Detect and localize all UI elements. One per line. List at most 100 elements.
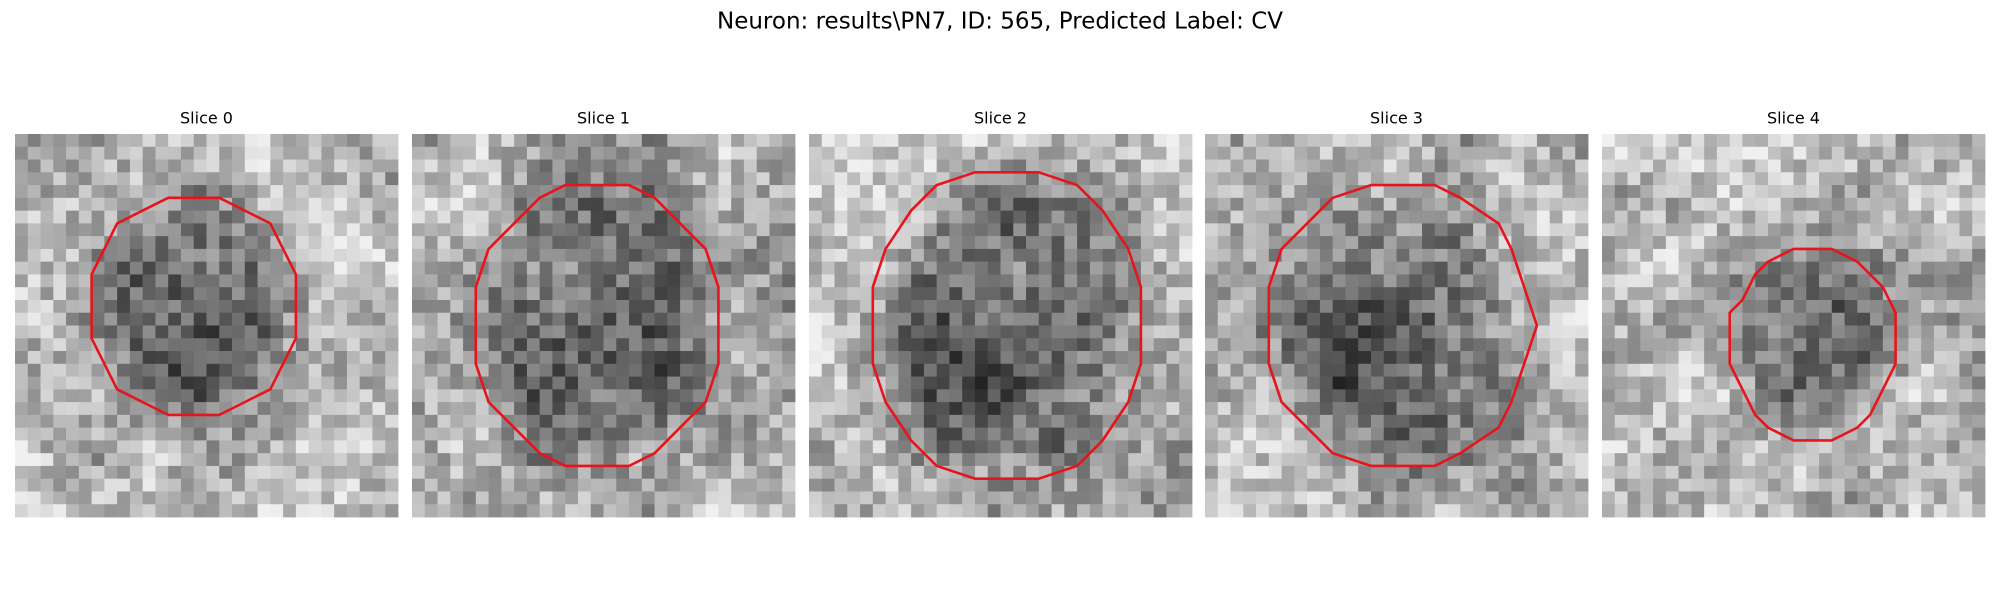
pixel xyxy=(1653,312,1667,326)
pixel xyxy=(1051,325,1065,339)
pixel xyxy=(514,402,528,416)
pixel xyxy=(962,478,976,492)
pixel xyxy=(219,197,233,211)
pixel xyxy=(782,376,796,390)
pixel xyxy=(1819,325,1833,339)
pixel xyxy=(1370,325,1385,339)
pixel xyxy=(1345,465,1359,480)
pixel xyxy=(1307,134,1321,148)
pixel xyxy=(359,376,373,390)
pixel xyxy=(1933,338,1948,352)
pixel xyxy=(308,363,322,377)
pixel xyxy=(577,236,592,250)
pixel xyxy=(1844,185,1858,199)
pixel xyxy=(974,248,989,263)
pixel xyxy=(1115,453,1129,467)
pixel xyxy=(1358,312,1372,326)
pixel xyxy=(1767,197,1782,211)
pixel xyxy=(1755,363,1769,377)
pixel xyxy=(577,248,592,263)
pixel xyxy=(104,197,118,211)
pixel xyxy=(1729,389,1743,403)
pixel xyxy=(539,478,553,492)
pixel xyxy=(232,325,246,339)
pixel xyxy=(1857,312,1871,326)
pixel xyxy=(987,376,1001,390)
pixel xyxy=(359,338,373,352)
pixel xyxy=(206,376,220,390)
pixel xyxy=(40,223,54,237)
pixel xyxy=(1332,325,1346,339)
pixel xyxy=(692,427,707,441)
pixel xyxy=(705,478,719,492)
pixel xyxy=(731,197,745,211)
pixel xyxy=(718,325,732,339)
pixel xyxy=(1409,274,1423,288)
pixel xyxy=(743,248,758,263)
pixel xyxy=(1102,146,1116,160)
pixel xyxy=(705,299,719,314)
pixel xyxy=(1908,210,1922,224)
pixel xyxy=(1396,299,1410,314)
pixel xyxy=(1921,223,1935,237)
pixel xyxy=(1704,478,1718,492)
pixel xyxy=(1307,197,1321,211)
pixel xyxy=(1575,223,1589,237)
pixel xyxy=(1396,440,1410,454)
pixel xyxy=(552,389,566,403)
pixel xyxy=(974,274,989,288)
pixel xyxy=(321,478,335,492)
pixel xyxy=(590,491,604,505)
pixel xyxy=(1793,172,1807,186)
pixel xyxy=(1447,261,1461,275)
pixel xyxy=(1819,172,1833,186)
pixel xyxy=(1857,402,1871,416)
pixel xyxy=(334,491,348,505)
pixel xyxy=(743,325,758,339)
pixel xyxy=(654,159,668,173)
pixel xyxy=(872,299,886,314)
pixel xyxy=(501,197,515,211)
pixel xyxy=(1806,299,1820,314)
pixel xyxy=(1691,261,1705,275)
pixel xyxy=(1819,453,1833,467)
pixel xyxy=(616,414,630,429)
pixel xyxy=(53,440,67,454)
pixel xyxy=(1844,236,1858,250)
pixel xyxy=(1844,504,1858,518)
pixel xyxy=(1332,427,1346,441)
pixel xyxy=(1383,287,1397,301)
pixel xyxy=(53,338,67,352)
pixel xyxy=(743,440,758,454)
pixel xyxy=(1972,197,1986,211)
pixel xyxy=(1729,312,1743,326)
pixel xyxy=(1575,236,1589,250)
pixel xyxy=(1077,491,1091,505)
pixel xyxy=(667,351,681,365)
pixel xyxy=(1205,389,1219,403)
pixel xyxy=(1640,363,1654,377)
pixel xyxy=(1332,261,1346,275)
pixel xyxy=(1767,478,1782,492)
pixel xyxy=(1640,236,1654,250)
pixel xyxy=(104,248,118,263)
pixel xyxy=(1447,325,1461,339)
pixel xyxy=(911,134,925,148)
pixel xyxy=(974,210,989,224)
pixel xyxy=(949,312,963,326)
pixel xyxy=(1831,389,1845,403)
pixel xyxy=(1614,465,1628,480)
pixel xyxy=(78,504,92,518)
pixel xyxy=(629,274,643,288)
pixel xyxy=(1243,465,1257,480)
pixel xyxy=(40,389,54,403)
pixel xyxy=(295,236,310,250)
pixel xyxy=(911,248,925,263)
pixel xyxy=(372,351,386,365)
pixel xyxy=(1691,287,1705,301)
pixel xyxy=(1908,197,1922,211)
pixel xyxy=(1447,376,1461,390)
pixel xyxy=(1307,453,1321,467)
pixel xyxy=(1895,248,1909,263)
